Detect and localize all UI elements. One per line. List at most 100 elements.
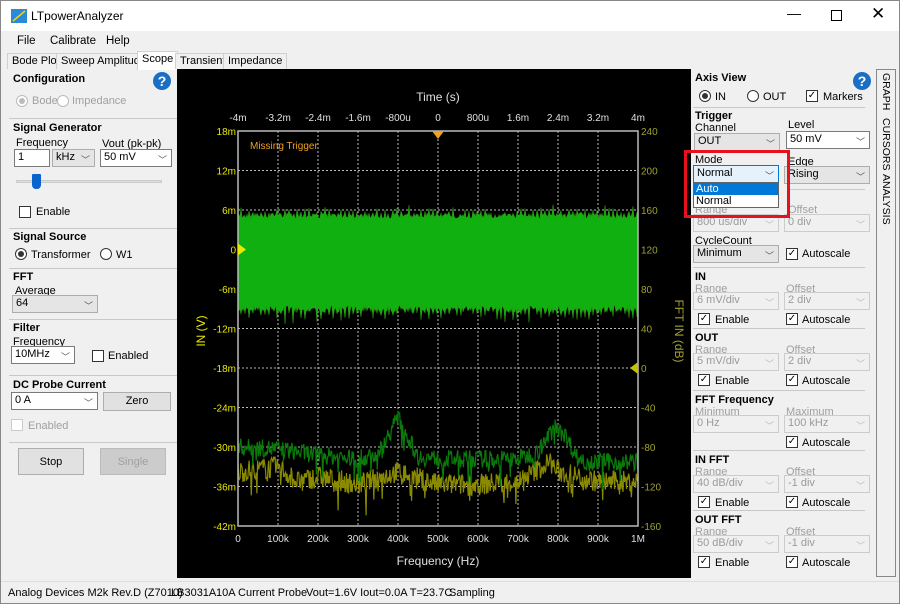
in-enable-checkbox[interactable]: ✓ <box>698 313 710 325</box>
fft_freq-min-select[interactable]: 0 Hz ﹀ <box>693 415 779 433</box>
maximize-button[interactable] <box>831 10 842 21</box>
average-select[interactable]: 64 ﹀ <box>12 295 98 313</box>
help-icon[interactable]: ? <box>153 72 171 90</box>
frequency-slider-thumb[interactable] <box>31 174 41 189</box>
frequency-unit-select[interactable]: kHz ﹀ <box>52 149 95 167</box>
status-state: Sampling <box>449 587 495 599</box>
time-offset-select[interactable]: 0 div ﹀ <box>784 214 870 232</box>
transformer-label: Transformer <box>31 249 91 261</box>
minimize-button[interactable]: — <box>787 5 801 21</box>
in-autoscale-checkbox[interactable]: ✓ <box>786 313 798 325</box>
side-tab-cursors[interactable]: CURSORS <box>880 118 892 171</box>
bode-radio[interactable] <box>16 95 28 107</box>
axis-in-label: IN <box>715 91 726 103</box>
signal-source-title: Signal Source <box>13 231 87 243</box>
filter-frequency-label: Frequency <box>13 336 65 348</box>
divider <box>693 328 865 329</box>
fft_freq-max-value: 100 kHz <box>788 417 829 429</box>
out-enable-checkbox[interactable]: ✓ <box>698 374 710 386</box>
help-icon[interactable]: ? <box>853 72 871 90</box>
top-x-tick-label: 4m <box>631 113 645 124</box>
filter-frequency-select[interactable]: 10MHz ﹀ <box>11 346 75 364</box>
enable-checkbox[interactable] <box>19 206 31 218</box>
markers-checkbox[interactable]: ✓ <box>806 90 818 102</box>
out_fft-enable-label: Enable <box>715 557 750 569</box>
channel-select[interactable]: OUT ﹀ <box>694 133 780 151</box>
transformer-radio[interactable] <box>15 248 27 260</box>
divider <box>789 189 865 190</box>
in-offset-select[interactable]: 2 div ﹀ <box>784 292 870 310</box>
axis-in-radio[interactable] <box>699 90 711 102</box>
in_fft-offset-select[interactable]: -1 div ﹀ <box>784 475 870 493</box>
chevron-down-icon: ﹀ <box>157 155 167 165</box>
impedance-radio[interactable] <box>57 95 69 107</box>
edge-select[interactable]: Rising ﹀ <box>784 166 870 184</box>
in_fft-enable-checkbox[interactable]: ✓ <box>698 496 710 508</box>
tab-impedance[interactable]: Impedance <box>223 53 288 69</box>
y-tick-label: -36m <box>213 483 236 494</box>
top-x-tick-label: 3.2m <box>587 113 609 124</box>
w1-radio[interactable] <box>100 248 112 260</box>
dc-probe-select[interactable]: 0 A ﹀ <box>11 392 98 410</box>
top-x-tick-label: 2.4m <box>547 113 569 124</box>
mode-option-auto[interactable]: Auto <box>694 183 778 195</box>
tab-bode-plot[interactable]: Bode Plot <box>7 53 65 69</box>
y2-tick-label: -80 <box>641 443 656 454</box>
out-offset-value: 2 div <box>788 355 812 367</box>
side-tab-graph[interactable]: GRAPH <box>880 73 892 111</box>
y2-tick-label: 240 <box>641 127 658 138</box>
chevron-down-icon: ﹀ <box>83 301 93 311</box>
tab-scope[interactable]: Scope <box>137 51 179 70</box>
menu-help[interactable]: Help <box>106 35 130 47</box>
out_fft-autoscale-checkbox[interactable]: ✓ <box>786 556 798 568</box>
y-tick-label: -12m <box>213 325 236 336</box>
out-autoscale-checkbox[interactable]: ✓ <box>786 374 798 386</box>
mode-option-normal[interactable]: Normal <box>696 195 732 207</box>
scope-chart[interactable]: -4m -3.2m -2.4m -1.6m -800u 0 800u 1.6m 2.4m 3.2m… <box>177 69 691 578</box>
frequency-slider-track[interactable] <box>16 180 162 183</box>
w1-label: W1 <box>116 249 133 261</box>
out_fft-range-select[interactable]: 50 dB/div ﹀ <box>693 535 779 553</box>
out_fft-offset-select[interactable]: -1 div ﹀ <box>784 535 870 553</box>
dc-probe-enabled-checkbox[interactable] <box>11 419 23 431</box>
fft_freq-autoscale-checkbox[interactable]: ✓ <box>786 436 798 448</box>
vout-select[interactable]: 50 mV ﹀ <box>100 149 172 167</box>
close-button[interactable]: ✕ <box>871 4 886 23</box>
out-title: OUT <box>695 332 719 344</box>
y-tick-label: 18m <box>217 127 236 138</box>
time-range-select[interactable]: 800 us/div ﹀ <box>693 214 779 232</box>
y-axis-title: IN (V) <box>194 315 208 346</box>
y-tick-label: 12m <box>217 167 236 178</box>
menu-calibrate[interactable]: Calibrate <box>50 35 97 47</box>
in-range-select[interactable]: 6 mV/div ﹀ <box>693 292 779 310</box>
cyclecount-select[interactable]: Minimum ﹀ <box>693 245 779 263</box>
vout-value: 50 mV <box>104 151 136 163</box>
y2-tick-label: 120 <box>641 246 658 257</box>
in_fft-offset-value: -1 div <box>788 477 815 489</box>
fft_freq-max-select[interactable]: 100 kHz ﹀ <box>784 415 870 433</box>
chevron-down-icon: ﹀ <box>764 171 774 181</box>
frequency-input[interactable]: 1 <box>14 149 50 167</box>
out_fft-enable-checkbox[interactable]: ✓ <box>698 556 710 568</box>
menu-file[interactable]: File <box>17 35 36 47</box>
axis-out-radio[interactable] <box>747 90 759 102</box>
filter-title: Filter <box>13 322 40 334</box>
level-select[interactable]: 50 mV ﹀ <box>786 131 870 149</box>
in_fft-autoscale-checkbox[interactable]: ✓ <box>786 496 798 508</box>
single-button[interactable]: Single <box>100 448 166 475</box>
tab-sweep-amplitude[interactable]: Sweep Amplitude <box>56 53 151 69</box>
in_fft-range-select[interactable]: 40 dB/div ﹀ <box>693 475 779 493</box>
side-tab-analysis[interactable]: ANALYSIS <box>880 174 892 225</box>
in-autoscale-label: Autoscale <box>802 314 851 326</box>
highlight-box <box>684 150 790 218</box>
out-range-select[interactable]: 5 mV/div ﹀ <box>693 353 779 371</box>
filter-enabled-checkbox[interactable] <box>92 350 104 362</box>
out-offset-select[interactable]: 2 div ﹀ <box>784 353 870 371</box>
time-autoscale-checkbox[interactable]: ✓ <box>786 248 798 260</box>
chart-svg: -4m -3.2m -2.4m -1.6m -800u 0 800u 1.6m 2.4m 3.2m… <box>194 90 686 568</box>
stop-button[interactable]: Stop <box>18 448 84 475</box>
y2-axis-title: FFT IN (dB) <box>672 299 686 362</box>
zero-button[interactable]: Zero <box>103 392 171 411</box>
chevron-down-icon: ﹀ <box>855 421 865 431</box>
side-tab-strip <box>876 69 896 577</box>
